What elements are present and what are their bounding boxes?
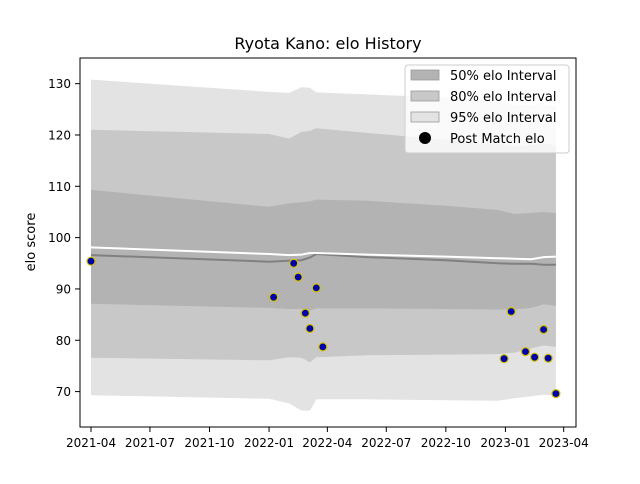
post-match-elo-point (293, 272, 303, 282)
post-match-elo-point (269, 292, 279, 302)
upper-elo-line (90, 246, 556, 261)
legend-label-95: 95% elo Interval (450, 111, 557, 126)
post-match-elo-point (520, 347, 531, 357)
post-match-elo-point (289, 258, 299, 268)
y-tick-label: 110 (48, 180, 71, 194)
elo-lines (90, 246, 556, 266)
x-tick-label: 2021-04 (66, 436, 116, 450)
x-tick-label: 2022-04 (302, 436, 352, 450)
legend-label-50: 50% elo Interval (450, 69, 557, 84)
x-tick-label: 2022-01 (244, 436, 294, 450)
y-tick-label: 70 (56, 385, 71, 399)
x-tick-label: 2021-10 (184, 436, 234, 450)
post-match-elo-point (499, 354, 509, 364)
legend-swatch-95 (410, 111, 440, 123)
x-axis: 2021-04 2021-07 2021-10 2022-01 2022-04 2022-… (66, 427, 589, 450)
post-match-elo-point (543, 353, 553, 363)
interval-bands (91, 79, 556, 411)
legend-label-post-match: Post Match elo (450, 132, 545, 147)
legend-swatch-80 (410, 90, 440, 102)
x-tick-label: 2023-04 (539, 436, 589, 450)
y-tick-label: 130 (48, 77, 71, 91)
legend-swatch-50 (410, 69, 440, 81)
post-match-elo-point (506, 306, 516, 317)
y-tick-label: 80 (56, 334, 71, 348)
x-tick-label: 2023-01 (480, 436, 530, 450)
post-match-elo-point (538, 324, 549, 335)
post-match-elo-point (318, 342, 328, 352)
post-match-elo-point (305, 323, 315, 334)
y-tick-label: 120 (48, 128, 71, 142)
y-axis: 70 80 90 100 110 120 130 (48, 77, 80, 399)
legend-box (404, 64, 570, 154)
plot-frame (79, 57, 577, 428)
x-tick-label: 2021-07 (125, 436, 175, 450)
post-match-elo-point (529, 352, 540, 362)
band-50 (91, 189, 556, 311)
legend-label-80: 80% elo Interval (450, 90, 557, 105)
legend-marker-dot (419, 132, 431, 144)
x-tick-label: 2022-10 (421, 436, 471, 450)
post-match-points (86, 256, 561, 399)
post-match-elo-point (311, 283, 321, 293)
x-tick-label: 2022-07 (361, 436, 411, 450)
y-tick-label: 100 (48, 231, 71, 245)
mean-elo-line (90, 252, 556, 266)
y-tick-label: 90 (56, 282, 71, 296)
post-match-elo-point (300, 308, 310, 318)
post-match-elo-point (551, 389, 561, 399)
y-axis-label: elo score (24, 213, 39, 272)
legend: 50% elo Interval 80% elo Interval 95% el… (404, 64, 570, 154)
post-match-elo-point (86, 256, 96, 266)
chart-title: Ryota Kano: elo History (234, 34, 421, 53)
